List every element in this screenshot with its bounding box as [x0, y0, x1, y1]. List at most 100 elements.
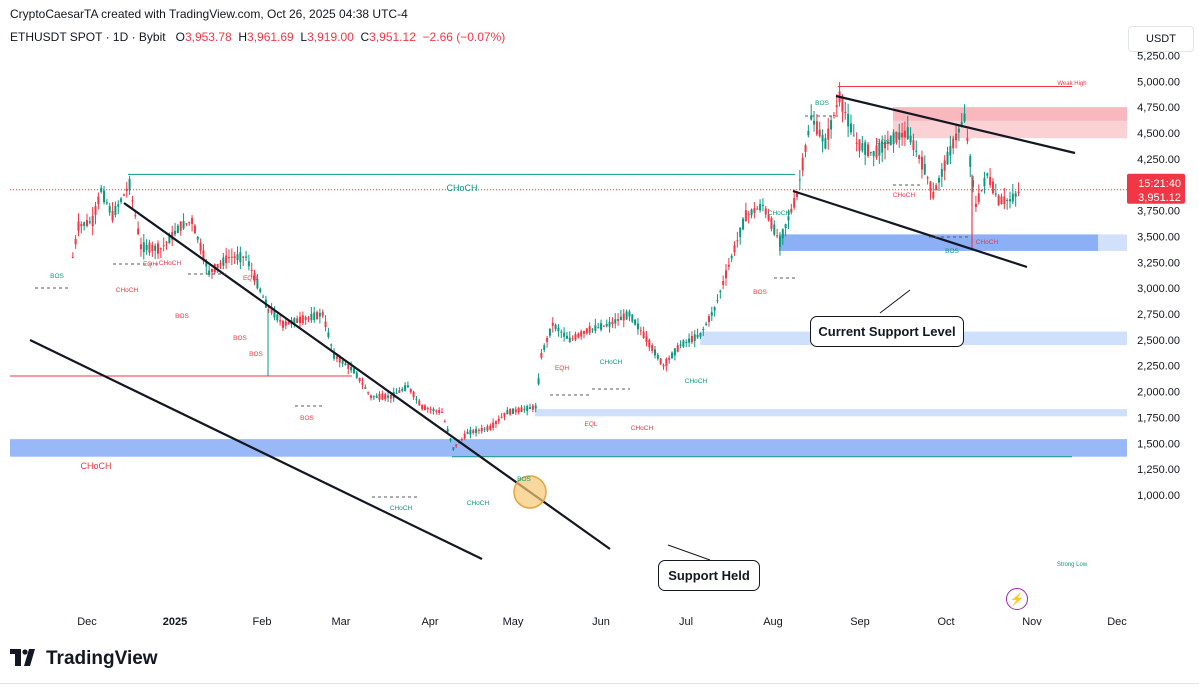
currency-button[interactable]: USDT	[1128, 26, 1194, 52]
candle-body	[750, 209, 753, 216]
candle-body	[997, 195, 1000, 205]
structure-label: BOS	[233, 335, 247, 342]
candle-body	[333, 351, 336, 359]
candle-body	[787, 216, 790, 221]
candle-body	[889, 135, 892, 146]
candle-body	[443, 421, 446, 423]
price-tick-label: 1,250.00	[1137, 464, 1180, 476]
candle-body	[778, 236, 781, 247]
price-tick-label: 4,750.00	[1137, 102, 1180, 114]
candle-body	[225, 255, 228, 264]
candle-body	[233, 256, 236, 258]
candle-body	[702, 328, 705, 331]
candle-body	[611, 321, 614, 325]
candle-body	[74, 238, 77, 245]
candle-body	[463, 433, 466, 439]
candle-body	[523, 408, 526, 410]
candle-body	[688, 338, 691, 343]
candle-body	[679, 344, 682, 346]
candle-body	[781, 229, 784, 239]
candle-body	[273, 310, 276, 318]
symbol-name[interactable]: ETHUSDT SPOT · 1D · Bybit	[10, 30, 166, 44]
candle-body	[713, 307, 716, 311]
candle-body	[338, 357, 341, 363]
price-axis[interactable]: 5,250.00 5,000.00 4,750.00 4,500.00 4,250.00…	[1127, 51, 1185, 502]
candle-body	[94, 206, 97, 216]
candle-body	[483, 428, 486, 430]
candle-body	[861, 143, 864, 151]
lightning-icon[interactable]: ⚡	[1006, 588, 1028, 610]
candle-body	[588, 326, 591, 333]
candle-body	[821, 134, 824, 142]
candles-layer	[71, 82, 1020, 452]
change-value: −2.66 (−0.07%)	[422, 30, 506, 44]
candle-body	[287, 321, 290, 325]
candle-body	[256, 279, 259, 289]
price-tick-label: 3,000.00	[1137, 283, 1180, 295]
candle-body	[784, 224, 787, 229]
candle-body	[847, 113, 850, 127]
candle-body	[284, 321, 287, 326]
candle-body	[952, 138, 955, 149]
time-tick-label: Aug	[763, 616, 783, 628]
candle-body	[154, 245, 157, 251]
candle-body	[202, 250, 205, 261]
candle-body	[489, 425, 492, 430]
price-tick-label: 3,250.00	[1137, 257, 1180, 269]
candle-body	[517, 408, 520, 413]
price-tick-label: 5,250.00	[1137, 51, 1180, 63]
candle-body	[531, 405, 534, 410]
candle-body	[199, 242, 202, 251]
candle-body	[71, 257, 74, 259]
candle-body	[875, 145, 878, 158]
price-tick-label: 3,750.00	[1137, 206, 1180, 218]
candle-body	[665, 358, 668, 366]
candle-body	[739, 227, 742, 238]
structure-label: CHoCH	[768, 210, 791, 217]
candle-body	[929, 181, 932, 192]
candle-body	[188, 222, 191, 224]
candle-body	[991, 181, 994, 194]
candle-body	[972, 180, 975, 187]
candle-body	[915, 150, 918, 152]
candle-body	[940, 168, 943, 177]
candle-body	[716, 300, 719, 302]
low-value: 3,919.00	[307, 30, 354, 44]
candle-body	[247, 261, 250, 267]
low-label: L	[300, 30, 308, 44]
candle-body	[815, 121, 818, 135]
countdown-label: 15:21:40	[1138, 178, 1181, 190]
candle-body	[832, 114, 835, 117]
candle-body	[1014, 193, 1017, 197]
time-tick-label: Mar	[332, 616, 351, 628]
candle-body	[730, 255, 733, 259]
candle-body	[330, 344, 333, 346]
candle-body	[281, 320, 284, 328]
candle-body	[97, 196, 100, 204]
candle-body	[355, 372, 358, 378]
structure-label: CHoCH	[390, 505, 413, 512]
zone-blue	[10, 439, 1127, 457]
candle-body	[804, 145, 807, 152]
tradingview-logo[interactable]: TradingView	[10, 648, 158, 670]
last-price-badge	[1127, 173, 1185, 204]
time-axis[interactable]: Dec 2025 Feb Mar Apr May Jun Jul Aug Sep Oct Nov Dec	[77, 616, 1127, 628]
candle-body	[347, 363, 350, 369]
candle-body	[529, 407, 532, 410]
candle-body	[895, 131, 898, 143]
candle-body	[920, 156, 923, 170]
candle-body	[662, 364, 665, 367]
candle-body	[1011, 193, 1014, 202]
structure-label: BOS	[876, 139, 890, 146]
candle-body	[597, 327, 600, 329]
candle-body	[77, 221, 80, 231]
candle-body	[262, 296, 265, 298]
candle-body	[1009, 199, 1011, 202]
candle-body	[827, 128, 830, 140]
candle-body	[279, 320, 282, 322]
candle-body	[770, 218, 773, 229]
candle-body	[855, 142, 858, 144]
candle-body	[236, 254, 239, 261]
candle-body	[404, 385, 407, 391]
